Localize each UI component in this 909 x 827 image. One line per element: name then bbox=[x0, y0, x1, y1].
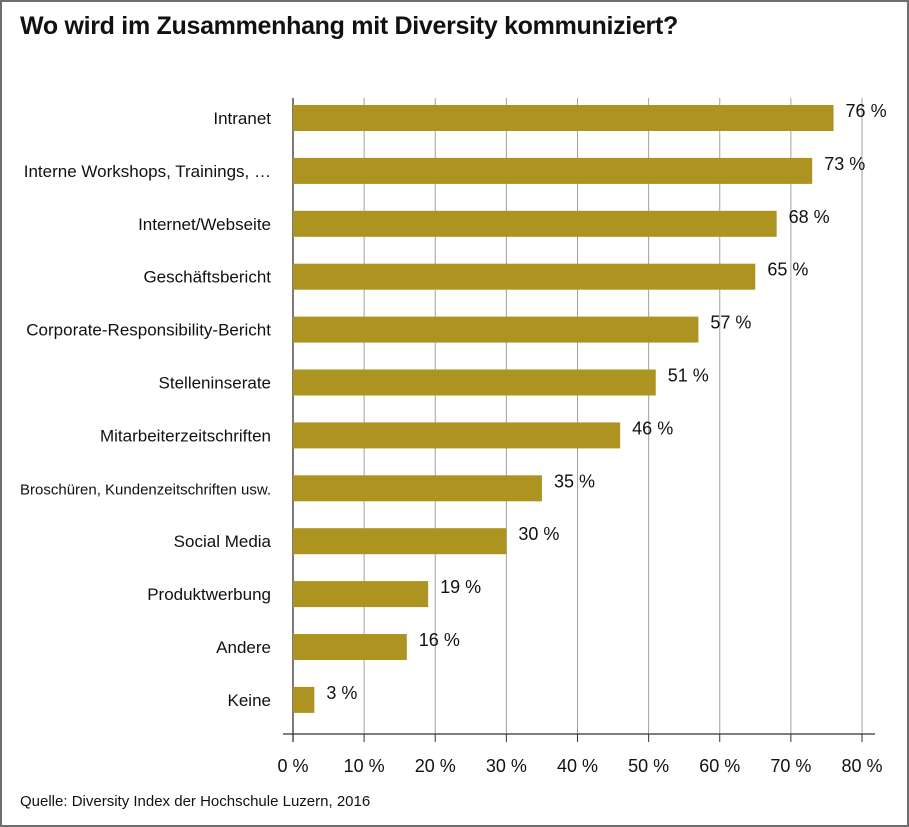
x-tick-label: 30 % bbox=[486, 756, 527, 776]
chart-title: Wo wird im Zusammenhang mit Diversity ko… bbox=[20, 12, 678, 40]
category-label: Geschäftsbericht bbox=[143, 268, 271, 287]
bar bbox=[293, 528, 507, 555]
category-label: Internet/Webseite bbox=[138, 215, 271, 234]
bar bbox=[293, 634, 407, 660]
x-tick-label: 10 % bbox=[344, 756, 385, 776]
x-tick-label: 60 % bbox=[699, 756, 740, 776]
bar bbox=[293, 581, 429, 608]
bar bbox=[293, 369, 656, 396]
category-label: Social Media bbox=[174, 532, 272, 551]
category-label: Stelleninserate bbox=[159, 374, 271, 393]
value-label: 57 % bbox=[710, 313, 751, 333]
value-label: 19 % bbox=[440, 577, 481, 597]
category-label: Keine bbox=[228, 691, 271, 710]
x-tick-label: 0 % bbox=[277, 756, 308, 776]
x-tick-label: 50 % bbox=[628, 756, 669, 776]
bar bbox=[293, 157, 813, 184]
bar bbox=[293, 263, 756, 290]
bar bbox=[293, 105, 834, 131]
value-label: 65 % bbox=[767, 260, 808, 280]
bar bbox=[293, 316, 699, 343]
category-label: Produktwerbung bbox=[147, 585, 271, 604]
category-label: Broschüren, Kundenzeitschriften usw. bbox=[20, 481, 271, 498]
value-label: 46 % bbox=[632, 418, 673, 438]
chart-source: Quelle: Diversity Index der Hochschule L… bbox=[20, 793, 371, 810]
category-label: Mitarbeiterzeitschriften bbox=[100, 426, 271, 445]
bar bbox=[293, 422, 621, 449]
bar bbox=[293, 210, 777, 237]
x-tick-label: 20 % bbox=[415, 756, 456, 776]
value-label: 73 % bbox=[824, 154, 865, 174]
value-label: 30 % bbox=[518, 524, 559, 544]
value-label: 16 % bbox=[419, 630, 460, 650]
value-label: 51 % bbox=[668, 366, 709, 386]
value-label: 76 % bbox=[846, 101, 887, 121]
category-label: Interne Workshops, Trainings, … bbox=[24, 162, 271, 181]
value-label: 35 % bbox=[554, 471, 595, 491]
value-label: 3 % bbox=[326, 683, 357, 703]
category-label: Corporate-Responsibility-Bericht bbox=[26, 321, 271, 340]
bar bbox=[293, 686, 315, 713]
x-tick-label: 40 % bbox=[557, 756, 598, 776]
x-tick-label: 70 % bbox=[770, 756, 811, 776]
category-label: Andere bbox=[216, 638, 271, 657]
value-label: 68 % bbox=[789, 207, 830, 227]
bar bbox=[293, 475, 542, 502]
x-tick-label: 80 % bbox=[841, 756, 882, 776]
category-label: Intranet bbox=[213, 109, 271, 128]
